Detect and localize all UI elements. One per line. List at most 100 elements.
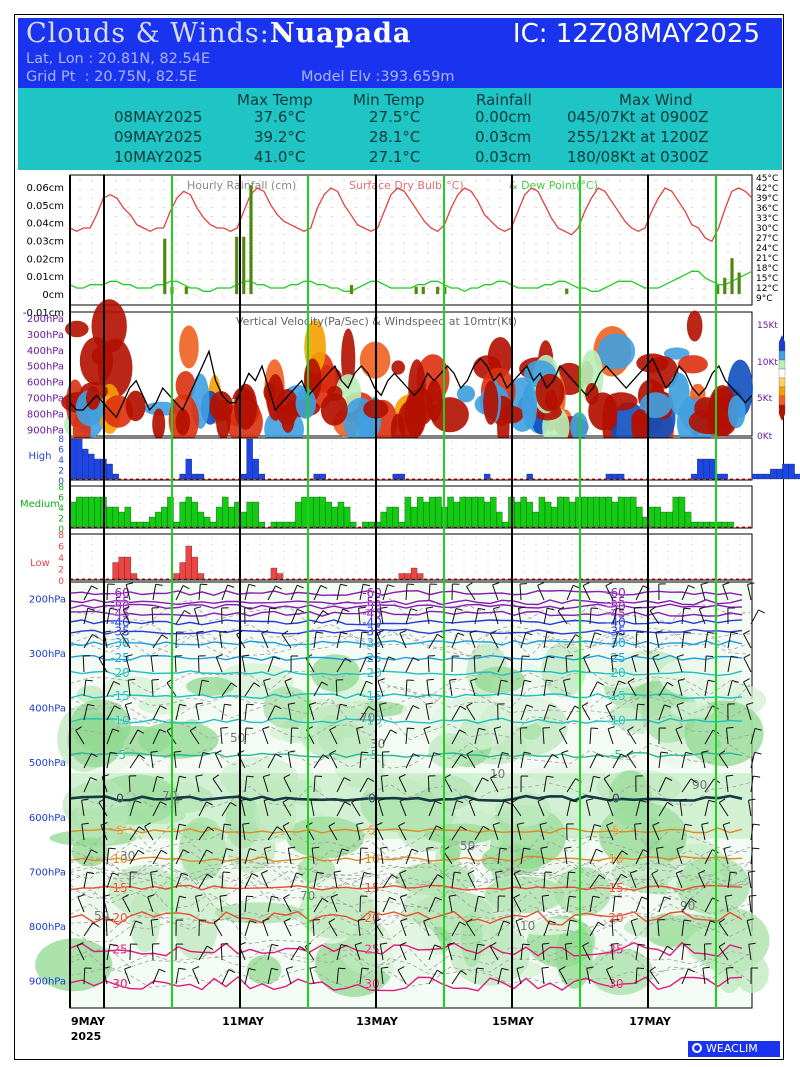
wind-barb [543, 608, 548, 625]
wind-barb-flag [81, 822, 89, 825]
cloud-bar [550, 506, 558, 528]
wind-barb [474, 968, 478, 985]
wind-barb-flag [548, 704, 556, 708]
wind-barb [626, 754, 637, 769]
cloud-tick: 0 [58, 577, 64, 587]
wind-barb [704, 800, 710, 817]
wind-barb [700, 584, 706, 601]
wind-barb [313, 754, 324, 769]
wind-barb [428, 874, 439, 889]
isotherm-label: -10 [606, 714, 626, 728]
wind-barb [263, 680, 269, 697]
wind-barb-flag [656, 846, 664, 849]
wind-barb [469, 632, 476, 649]
wind-barb [474, 944, 479, 961]
cloud-tick: 4 [58, 504, 64, 514]
wind-barb [513, 873, 522, 889]
wind-barb [83, 967, 86, 985]
wind-barb [520, 655, 523, 673]
y-right-tick-label: 5Kt [757, 394, 773, 404]
wind-barb-flag [263, 774, 271, 778]
wind-barb [428, 944, 435, 961]
wind-barb-flag [138, 754, 145, 760]
velocity-cell [215, 399, 231, 440]
wind-barb-flag [568, 871, 576, 874]
wind-barb [405, 728, 408, 745]
wind-barb-flag [178, 967, 186, 970]
wind-barb-flag [92, 922, 99, 927]
isotherm-label: -40 [110, 615, 130, 629]
isotherm-line [69, 751, 743, 759]
wind-barb [359, 968, 363, 985]
cloud-bar [197, 511, 205, 528]
wind-barb [451, 729, 460, 745]
wind-barb-flag [581, 702, 589, 707]
wind-barb-flag [563, 678, 571, 681]
rh-shade [375, 921, 442, 982]
wind-barb [428, 583, 431, 601]
wind-barb-flag [194, 606, 202, 610]
wind-barb-flag [366, 680, 373, 685]
wind-barb-flag [698, 870, 706, 874]
isotherm-label: -25 [606, 651, 626, 665]
cloud-bar [794, 473, 800, 480]
isotherm-label: 0 [116, 791, 124, 805]
wind-barb-flag [407, 583, 415, 585]
velocity-cell [727, 395, 746, 429]
y-right-tick-label: 12°C [756, 284, 778, 294]
wind-barb [267, 753, 277, 769]
wind-barb [426, 680, 430, 697]
wind-barb-flag [708, 799, 716, 803]
cloud-bar [429, 496, 436, 528]
cloud-bar [118, 511, 125, 528]
wind-barb [175, 896, 180, 913]
wind-barb [542, 727, 545, 745]
wind-barb-flag [459, 729, 466, 734]
wind-barb [718, 946, 729, 961]
wind-barb [605, 705, 614, 721]
wind-barb [129, 800, 136, 817]
wind-barb [675, 872, 683, 889]
wind-barb-flag [192, 966, 200, 970]
rain-bar [242, 236, 246, 295]
wind-barb-flag [269, 607, 277, 610]
wind-barb-flag [380, 606, 388, 609]
velocity-cell [175, 408, 190, 436]
wind-barb-flag [564, 846, 572, 849]
wind-barb [495, 872, 499, 889]
wind-barb-flag [482, 777, 489, 782]
wind-barb-flag [690, 778, 698, 784]
wind-barb [128, 775, 131, 793]
wind-barb [541, 944, 545, 961]
wind-barb-flag [676, 654, 684, 658]
page-title: Clouds & Winds:Nuapada [26, 18, 411, 49]
wind-barb-flag [328, 918, 336, 923]
wind-barb [336, 801, 345, 817]
wind-barb [397, 969, 407, 985]
wind-barb [152, 969, 160, 985]
wind-barb-flag [179, 703, 187, 707]
wind-barb-flag [546, 679, 554, 682]
wind-barb [701, 752, 706, 769]
rain-bar [234, 236, 239, 295]
wind-barb [466, 706, 476, 721]
wind-barb-flag [638, 943, 646, 946]
wind-barb-flag [607, 798, 615, 802]
wind-barb [336, 777, 345, 793]
wind-barb-flag [134, 800, 142, 804]
wind-barb-flag [649, 966, 656, 972]
rain-bar [723, 277, 727, 295]
grid-point: Grid Pt : 20.75N, 82.5E [26, 69, 198, 85]
isotherm-label: -15 [606, 689, 626, 703]
rh-contour [69, 918, 751, 945]
windspeed-line [69, 349, 753, 419]
wind-barb-flag [75, 726, 82, 731]
rh-label: 90 [692, 778, 707, 792]
wind-barb [701, 824, 706, 841]
wind-barb-flag [391, 874, 398, 879]
wind-barb-flag [283, 894, 290, 899]
wind-barb [336, 608, 344, 625]
cloud-bar [703, 458, 710, 480]
cloud-bar [246, 438, 253, 480]
wind-barb [743, 681, 752, 697]
